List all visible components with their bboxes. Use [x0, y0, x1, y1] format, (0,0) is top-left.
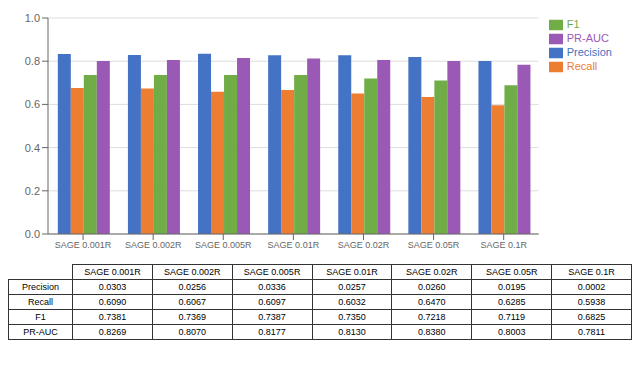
html-text:0.8070: 0.8070 [178, 327, 206, 337]
html-text:Precision: Precision [22, 282, 59, 292]
html-text:0.6032: 0.6032 [338, 297, 366, 307]
svg-text:1.0: 1.0 [25, 12, 40, 24]
html-text:0.8380: 0.8380 [418, 327, 446, 337]
html-text:0.7119: 0.7119 [498, 312, 526, 322]
html-text:0.6067: 0.6067 [178, 297, 206, 307]
svg-text:0.6: 0.6 [25, 98, 40, 110]
html-text:0.0257: 0.0257 [338, 282, 366, 292]
svg-text:0.4: 0.4 [25, 142, 40, 154]
html-text:SAGE 0.001R: SAGE 0.001R [84, 267, 141, 277]
svg-text:SAGE 0.001R: SAGE 0.001R [55, 240, 112, 250]
svg-text:SAGE 0.01R: SAGE 0.01R [268, 240, 320, 250]
svg-text:SAGE 0.02R: SAGE 0.02R [338, 240, 390, 250]
html-text:0.0256: 0.0256 [178, 282, 206, 292]
html-text:0.0002: 0.0002 [577, 282, 606, 292]
html-text:PR-AUC: PR-AUC [23, 327, 58, 337]
html-text:0.6825: 0.6825 [577, 312, 606, 322]
html-text:0.7218: 0.7218 [418, 312, 446, 322]
svg-text:SAGE 0.05R: SAGE 0.05R [408, 240, 460, 250]
html-text:0.0260: 0.0260 [418, 282, 446, 292]
html-text:0.8177: 0.8177 [258, 327, 286, 337]
html-text:Recall: Recall [28, 297, 53, 307]
svg-text:0.8: 0.8 [25, 55, 40, 67]
html-text:0.7381: 0.7381 [98, 312, 127, 322]
html-text:Recall: Recall [566, 60, 598, 73]
html-text:PR-AUC: PR-AUC [566, 32, 609, 45]
svg-text:SAGE 0.1R: SAGE 0.1R [480, 240, 527, 250]
html-text:0.6285: 0.6285 [497, 297, 526, 307]
html-text:0.0336: 0.0336 [258, 282, 286, 292]
html-text:0.7387: 0.7387 [258, 312, 286, 322]
html-text:0.5938: 0.5938 [577, 297, 606, 307]
html-text:Precision: Precision [566, 46, 612, 59]
svg-text:SAGE 0.002R: SAGE 0.002R [125, 240, 182, 250]
html-text:0.8130: 0.8130 [338, 327, 366, 337]
svg-text:SAGE 0.005R: SAGE 0.005R [195, 240, 252, 250]
html-text:SAGE 0.02R: SAGE 0.02R [406, 267, 458, 277]
html-text:0.8003: 0.8003 [497, 327, 526, 337]
html-text:0.7369: 0.7369 [178, 312, 206, 322]
html-text:0.0303: 0.0303 [98, 282, 127, 292]
svg-text:0.2: 0.2 [25, 185, 40, 197]
html-text:0.8269: 0.8269 [98, 327, 127, 337]
html-text:F1: F1 [566, 18, 580, 30]
html-text:0.7811: 0.7811 [578, 327, 605, 337]
html-text:SAGE 0.05R: SAGE 0.05R [485, 267, 538, 277]
html-text:0.0195: 0.0195 [497, 282, 526, 292]
html-text:SAGE 0.01R: SAGE 0.01R [326, 267, 378, 277]
html-text:0.6097: 0.6097 [258, 297, 286, 307]
html-text:SAGE 0.005R: SAGE 0.005R [243, 267, 301, 277]
svg-text:0.0: 0.0 [25, 228, 40, 240]
html-text:SAGE 0.002R: SAGE 0.002R [164, 267, 221, 277]
html-text:F1: F1 [35, 312, 46, 322]
html-text:0.7350: 0.7350 [338, 312, 366, 322]
html-text:SAGE 0.1R: SAGE 0.1R [568, 267, 615, 277]
html-text:0.6090: 0.6090 [98, 297, 127, 307]
html-text:0.6470: 0.6470 [418, 297, 446, 307]
